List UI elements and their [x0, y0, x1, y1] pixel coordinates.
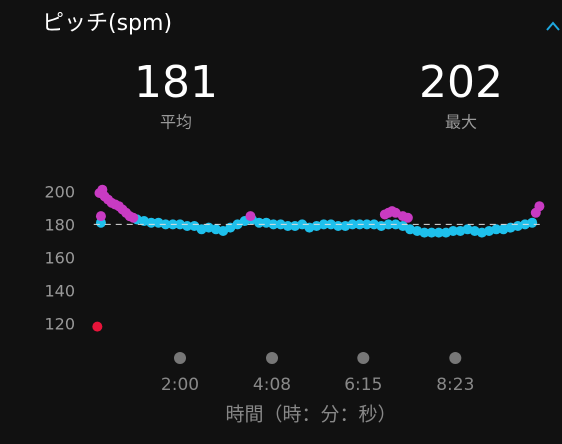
x-tick-label: 2:00 — [161, 375, 199, 395]
data-point — [95, 211, 106, 222]
data-point — [402, 212, 413, 223]
data-point — [361, 219, 372, 230]
data-point — [282, 221, 293, 231]
stat-label: 最大 — [445, 113, 477, 132]
data-point — [245, 211, 256, 222]
x-tick-dot — [449, 352, 462, 364]
data-point — [448, 225, 459, 236]
x-tick-label: 4:08 — [253, 375, 291, 395]
y-tick-label: 180 — [44, 216, 75, 235]
data-point — [128, 212, 139, 223]
stat-value: 202 — [419, 57, 503, 108]
data-point — [254, 217, 265, 228]
x-tick-dot — [266, 352, 279, 364]
x-tick-label: 8:23 — [436, 375, 474, 395]
y-tick-label: 200 — [44, 183, 75, 202]
data-point — [146, 217, 157, 228]
data-point — [383, 219, 394, 230]
data-point — [333, 221, 344, 231]
data-point — [527, 217, 538, 228]
y-tick-label: 160 — [44, 249, 75, 268]
y-tick-label: 120 — [44, 315, 75, 334]
data-point — [182, 221, 193, 231]
data-point — [491, 224, 502, 235]
x-axis-title: 時間（時：分：秒） — [225, 404, 396, 426]
title: ピッチ(spm) — [42, 11, 172, 36]
x-tick-label: 6:15 — [344, 375, 382, 395]
data-point — [92, 321, 103, 332]
y-tick-label: 140 — [44, 282, 75, 301]
collapse-chevron[interactable] — [546, 21, 560, 31]
data-point — [318, 219, 329, 230]
data-point — [419, 227, 430, 238]
stat-value: 181 — [134, 57, 218, 108]
x-tick-dot — [174, 352, 187, 364]
data-point — [534, 201, 545, 212]
stat-label: 平均 — [160, 113, 192, 132]
x-tick-dot — [357, 352, 370, 364]
data-point — [426, 227, 437, 238]
data-point — [433, 227, 444, 238]
